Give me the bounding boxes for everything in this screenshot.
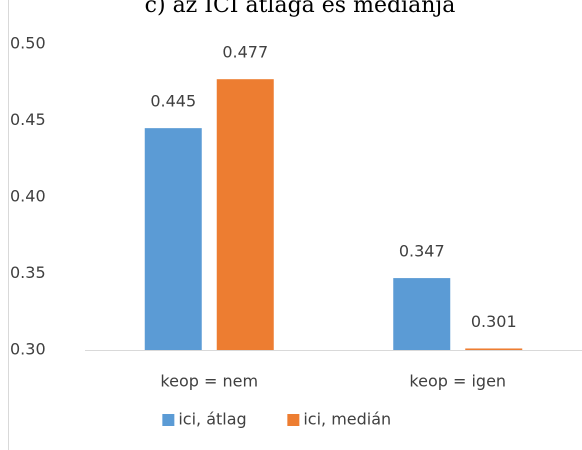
data-label: 0.301 (471, 312, 517, 331)
x-tick-label: keop = nem (160, 372, 258, 391)
bar (465, 348, 523, 350)
y-tick-label: 0.50 (10, 34, 46, 53)
legend-label: ici, medián (303, 410, 391, 429)
y-tick-label: 0.35 (10, 263, 46, 282)
y-tick-label: 0.45 (10, 110, 46, 129)
legend-swatch (162, 414, 175, 426)
data-label: 0.347 (399, 242, 445, 261)
y-tick-label: 0.40 (10, 187, 46, 206)
data-label: 0.477 (222, 43, 268, 62)
bar (393, 278, 451, 350)
x-tick-label: keop = igen (409, 372, 506, 391)
bar (216, 79, 274, 350)
y-tick-label: 0.30 (10, 340, 46, 359)
legend-label: ici, átlag (178, 410, 246, 429)
bar (144, 128, 202, 350)
chart-title: c) az ICI átlaga és mediánja (145, 0, 456, 18)
data-label: 0.445 (150, 92, 196, 111)
legend-swatch (287, 414, 300, 426)
